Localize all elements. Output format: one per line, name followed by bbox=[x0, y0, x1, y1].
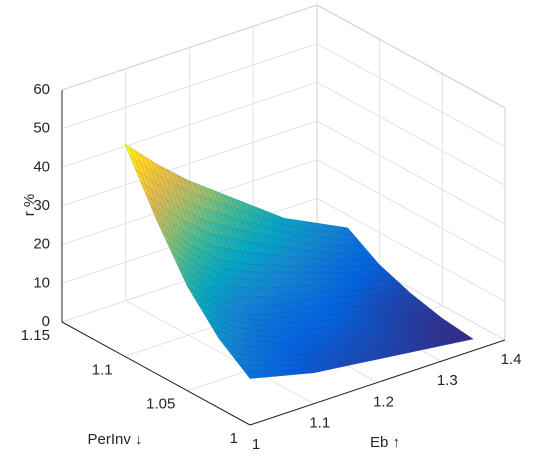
grid-line bbox=[316, 159, 506, 264]
box-edge bbox=[61, 4, 318, 91]
y-axis-label: PerInv ↓ bbox=[87, 431, 142, 448]
z-tick-label: 50 bbox=[33, 120, 50, 137]
grid-line bbox=[316, 43, 506, 148]
grid-line bbox=[61, 43, 318, 130]
grid-line bbox=[316, 197, 506, 302]
x-tick-label: 1.1 bbox=[309, 415, 330, 432]
z-tick-label: 40 bbox=[33, 158, 50, 175]
grid-line bbox=[61, 81, 318, 168]
z-axis-label: r % bbox=[21, 194, 38, 217]
z-tick-label: 30 bbox=[33, 197, 50, 214]
grid-line bbox=[316, 120, 506, 225]
x-tick-label: 1.3 bbox=[437, 372, 458, 389]
y-tick-label: 1.15 bbox=[21, 327, 50, 344]
grid-line bbox=[61, 120, 318, 207]
grid-line bbox=[316, 81, 506, 186]
x-tick-label: 1.4 bbox=[501, 351, 522, 368]
z-tick-label: 10 bbox=[33, 274, 50, 291]
grid-line bbox=[125, 300, 314, 405]
y-tick-label: 1 bbox=[230, 430, 238, 447]
z-tick-label: 60 bbox=[33, 81, 50, 98]
y-tick-label: 1.1 bbox=[92, 361, 113, 378]
box-edge bbox=[316, 4, 506, 109]
x-tick-label: 1 bbox=[252, 436, 260, 453]
z-tick-label: 20 bbox=[33, 236, 50, 253]
y-tick-label: 1.05 bbox=[146, 396, 175, 413]
z-tick-label: 0 bbox=[42, 313, 50, 330]
axis-line bbox=[61, 321, 251, 426]
axis-line bbox=[249, 339, 506, 426]
surface-patch bbox=[244, 371, 256, 379]
x-tick-label: 1.2 bbox=[373, 393, 394, 410]
x-axis-label: Eb ↑ bbox=[370, 434, 400, 451]
